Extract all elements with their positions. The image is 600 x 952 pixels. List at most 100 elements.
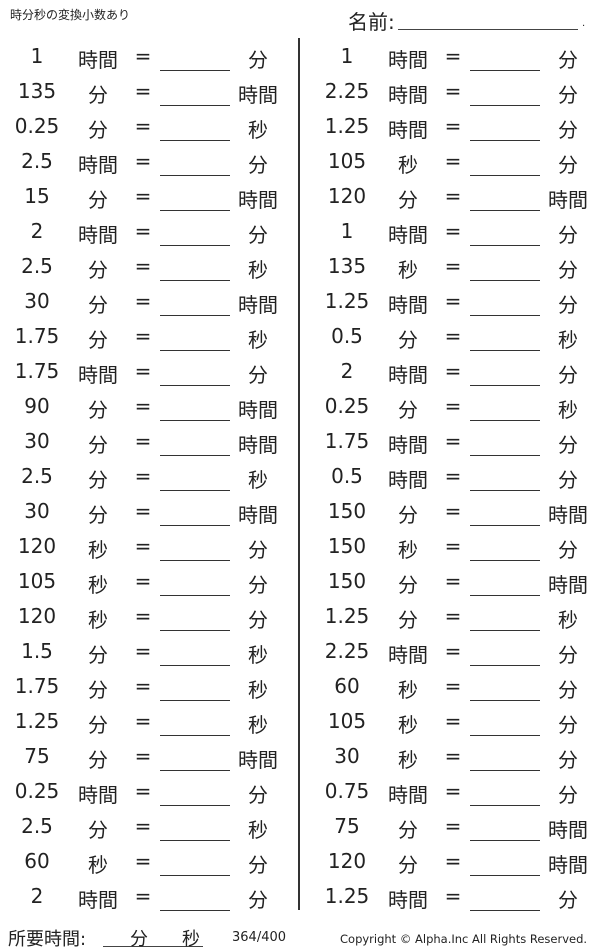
target-unit: 分: [558, 713, 578, 737]
equals-sign: =: [134, 79, 152, 103]
equals-sign: =: [444, 779, 462, 803]
equals-sign: =: [444, 534, 462, 558]
answer-blank[interactable]: [160, 805, 230, 806]
target-unit: 時間: [548, 818, 588, 842]
answer-blank[interactable]: [470, 805, 540, 806]
answer-blank[interactable]: [470, 280, 540, 281]
answer-blank[interactable]: [470, 350, 540, 351]
answer-blank[interactable]: [470, 315, 540, 316]
given-value: 2.25: [324, 639, 370, 663]
time-taken-label: 所要時間:: [8, 929, 87, 950]
answer-blank[interactable]: [160, 770, 230, 771]
problem-row: 1 時間 = 分: [0, 38, 290, 73]
given-value: 120: [17, 604, 57, 628]
answer-blank[interactable]: [470, 560, 540, 561]
given-value: 2: [30, 884, 44, 908]
given-value: 1.75: [14, 359, 60, 383]
target-unit: 秒: [248, 468, 268, 492]
answer-blank[interactable]: [470, 210, 540, 211]
given-unit: 分: [88, 118, 108, 142]
answer-blank[interactable]: [470, 700, 540, 701]
answer-blank[interactable]: [160, 245, 230, 246]
answer-blank[interactable]: [160, 420, 230, 421]
answer-blank[interactable]: [160, 735, 230, 736]
answer-blank[interactable]: [470, 665, 540, 666]
given-value: 150: [327, 534, 367, 558]
answer-blank[interactable]: [160, 105, 230, 106]
answer-blank[interactable]: [160, 385, 230, 386]
equals-sign: =: [134, 569, 152, 593]
answer-blank[interactable]: [160, 560, 230, 561]
equals-sign: =: [134, 394, 152, 418]
time-taken-line[interactable]: [103, 946, 203, 947]
answer-blank[interactable]: [160, 175, 230, 176]
answer-blank[interactable]: [470, 910, 540, 911]
given-value: 2: [340, 359, 354, 383]
given-unit: 分: [88, 468, 108, 492]
given-unit: 秒: [88, 608, 108, 632]
equals-sign: =: [444, 464, 462, 488]
given-value: 1: [340, 219, 354, 243]
given-unit: 分: [88, 503, 108, 527]
equals-sign: =: [444, 359, 462, 383]
answer-blank[interactable]: [470, 770, 540, 771]
target-unit: 時間: [238, 503, 278, 527]
answer-blank[interactable]: [470, 735, 540, 736]
given-value: 105: [327, 709, 367, 733]
given-unit: 分: [88, 258, 108, 282]
answer-blank[interactable]: [160, 70, 230, 71]
equals-sign: =: [444, 324, 462, 348]
target-unit: 秒: [558, 608, 578, 632]
answer-blank[interactable]: [160, 595, 230, 596]
answer-blank[interactable]: [470, 245, 540, 246]
equals-sign: =: [444, 149, 462, 173]
answer-blank[interactable]: [160, 875, 230, 876]
answer-blank[interactable]: [470, 140, 540, 141]
answer-blank[interactable]: [470, 490, 540, 491]
answer-blank[interactable]: [470, 525, 540, 526]
given-value: 120: [327, 849, 367, 873]
answer-blank[interactable]: [470, 630, 540, 631]
problem-row: 2.25 時間 = 分: [310, 73, 600, 108]
answer-blank[interactable]: [470, 840, 540, 841]
answer-blank[interactable]: [160, 315, 230, 316]
answer-blank[interactable]: [470, 420, 540, 421]
problem-row: 0.5 時間 = 分: [310, 458, 600, 493]
answer-blank[interactable]: [470, 175, 540, 176]
answer-blank[interactable]: [160, 350, 230, 351]
answer-blank[interactable]: [160, 490, 230, 491]
answer-blank[interactable]: [470, 385, 540, 386]
problem-row: 105 秒 = 分: [310, 143, 600, 178]
target-unit: 秒: [248, 818, 268, 842]
answer-blank[interactable]: [470, 595, 540, 596]
answer-blank[interactable]: [470, 70, 540, 71]
answer-blank[interactable]: [160, 140, 230, 141]
name-dot: .: [582, 18, 586, 29]
answer-blank[interactable]: [160, 700, 230, 701]
answer-blank[interactable]: [160, 665, 230, 666]
answer-blank[interactable]: [160, 210, 230, 211]
answer-blank[interactable]: [160, 630, 230, 631]
given-value: 2.5: [21, 149, 53, 173]
given-unit: 時間: [388, 468, 428, 492]
answer-blank[interactable]: [160, 525, 230, 526]
answer-blank[interactable]: [470, 875, 540, 876]
answer-blank[interactable]: [160, 840, 230, 841]
problem-row: 30 秒 = 分: [310, 738, 600, 773]
equals-sign: =: [134, 44, 152, 68]
given-value: 2.5: [21, 464, 53, 488]
answer-blank[interactable]: [160, 455, 230, 456]
equals-sign: =: [444, 814, 462, 838]
answer-blank[interactable]: [470, 105, 540, 106]
given-value: 150: [327, 569, 367, 593]
target-unit: 分: [248, 153, 268, 177]
problem-row: 1.25 分 = 秒: [310, 598, 600, 633]
given-value: 1.75: [14, 324, 60, 348]
answer-blank[interactable]: [160, 280, 230, 281]
given-value: 60: [24, 849, 50, 873]
answer-blank[interactable]: [160, 910, 230, 911]
given-unit: 秒: [398, 153, 418, 177]
name-field-line[interactable]: [398, 29, 578, 30]
problem-row: 60 秒 = 分: [310, 668, 600, 703]
answer-blank[interactable]: [470, 455, 540, 456]
